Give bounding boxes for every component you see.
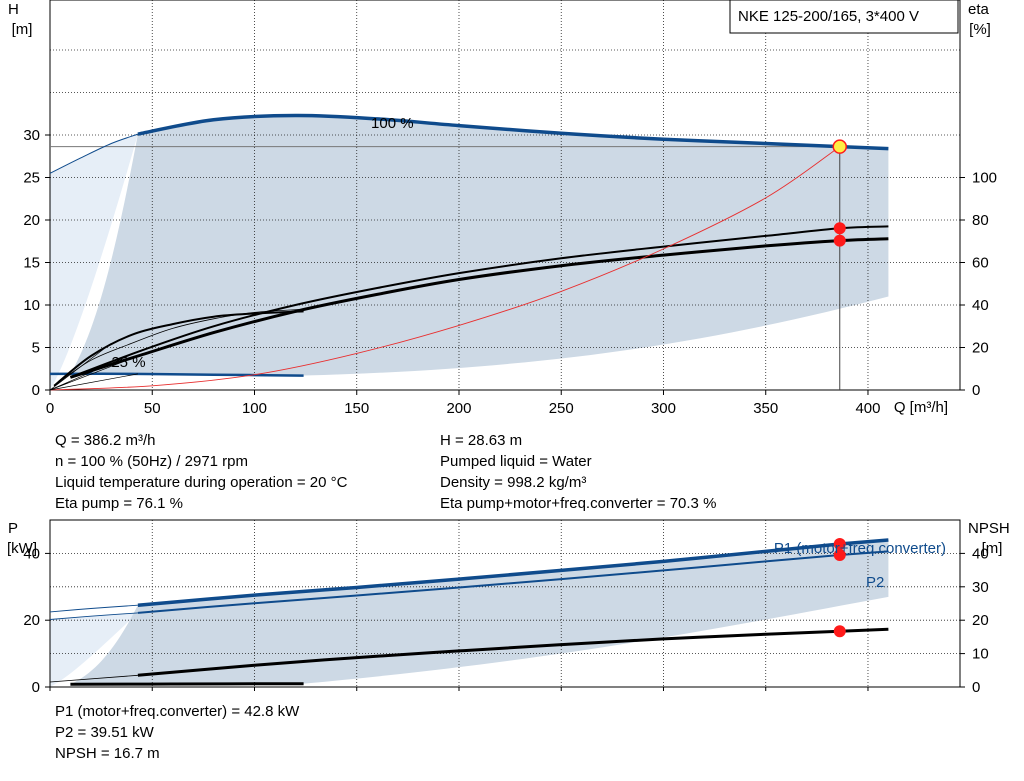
y-axis-title-right-bottom: NPSH [968,520,1010,537]
x-tick-label: 200 [446,400,471,417]
y-axis-unit-right-bottom: [m] [982,540,1003,557]
y-tick-label-right-bottom: 40 [972,545,989,562]
readout-p1: P1 (motor+freq.converter) = 42.8 kW [55,703,300,720]
readout-temperature: Liquid temperature during operation = 20… [55,474,348,491]
eta-pump-curve [70,225,889,379]
p1-ext-curve [49,604,138,613]
x-tick-label: 400 [855,400,880,417]
y-tick-label-left: 0 [32,382,40,399]
y-tick-label-right: 80 [972,212,989,229]
x-tick-label: 300 [651,400,676,417]
eta-pump-25-curve [53,310,304,387]
op-marker-npsh [833,625,846,638]
x-tick-label: 250 [549,400,574,417]
head-ext-curve [49,133,139,174]
readout-density: Density = 998.2 kg/m³ [440,474,587,491]
y-tick-label-right: 40 [972,297,989,314]
y-tick-label-right-bottom: 30 [972,579,989,596]
y-tick-label-left-bottom: 40 [23,545,40,562]
readout-speed: n = 100 % (50Hz) / 2971 rpm [55,453,249,470]
p2-curve [137,550,889,614]
title-box [729,0,959,34]
readout-flow: Q = 386.2 m³/h [55,432,156,449]
y-tick-label-left: 30 [23,127,40,144]
y-tick-label-left: 15 [23,255,40,272]
readout-npsh: NPSH = 16.7 m [55,745,160,762]
bottom-frame [49,519,961,688]
speed-label-100: 100 % [371,115,414,132]
readout-eta-pump: Eta pump = 76.1 % [55,495,183,512]
y-axis-unit-left-bottom: [kW] [7,540,37,557]
y-axis-unit-left: [m] [12,21,33,38]
op-marker-p1 [833,538,846,551]
speed-label-25: 25 % [111,354,145,371]
y-tick-label-left: 20 [23,212,40,229]
x-tick-label: 150 [344,400,369,417]
readout-p2: P2 = 39.51 kW [55,724,154,741]
op-marker-head [832,139,848,154]
x-tick-label: 50 [144,400,161,417]
readout-left: Q = 386.2 m³/h n = 100 % (50Hz) / 2971 r… [55,430,347,514]
readout-bottom: P1 (motor+freq.converter) = 42.8 kW P2 =… [55,701,299,764]
y-tick-label-right-bottom: 10 [972,646,989,663]
y-tick-label-right: 60 [972,255,989,272]
construction-lines [49,342,139,391]
y-tick-label-left-bottom: 0 [32,679,40,696]
x-tick-label: 350 [753,400,778,417]
head-100-curve [137,113,889,151]
chart-title: NKE 125-200/165, 3*400 V [738,8,919,25]
p-25-curve [70,682,304,686]
readout-head: H = 28.63 m [440,432,523,449]
p1-curve [137,538,889,607]
x-tick-label: 0 [46,400,54,417]
op-marker-eta-total [833,234,846,247]
low-flow-area-bottom [50,612,138,687]
low-flow-area [50,134,138,390]
op-marker-eta-pump [833,222,846,235]
system-curve [49,146,841,391]
eta-total-25-curve [53,308,304,387]
y-tick-label-left-bottom: 20 [23,612,40,629]
y-tick-label-right: 100 [972,170,997,187]
top-frame [49,0,961,391]
x-tick-label: 100 [242,400,267,417]
readout-eta-total: Eta pump+motor+freq.converter = 70.3 % [440,495,717,512]
npsh-curve [137,627,889,677]
y-tick-label-right-bottom: 20 [972,612,989,629]
y-axis-title-left-bottom: P [8,520,18,537]
y-tick-label-left: 10 [23,297,40,314]
x-axis-title: Q [m³/h] [894,399,948,416]
op-marker-p2 [833,549,846,562]
y-axis-title-right: eta [968,1,990,18]
operating-area-bottom [70,540,889,685]
y-tick-label-right: 0 [972,382,980,399]
series-label-p2: P2 [866,574,884,591]
eta-total-curve [69,237,889,379]
y-tick-label-right-bottom: 0 [972,679,980,696]
readout-liquid: Pumped liquid = Water [440,453,592,470]
y-axis-unit-right: [%] [969,21,991,38]
readout-right: H = 28.63 m Pumped liquid = Water Densit… [440,430,716,514]
y-tick-label-right: 20 [972,340,989,357]
p2-ext-curve [49,612,138,620]
y-tick-label-left: 5 [32,340,40,357]
y-axis-title-left: H [8,1,19,18]
series-label-p1: P1 (motor+freq.converter) [774,540,946,557]
npsh-ext-curve [49,674,138,683]
y-tick-label-left: 25 [23,170,40,187]
bottom-grid [50,520,960,687]
